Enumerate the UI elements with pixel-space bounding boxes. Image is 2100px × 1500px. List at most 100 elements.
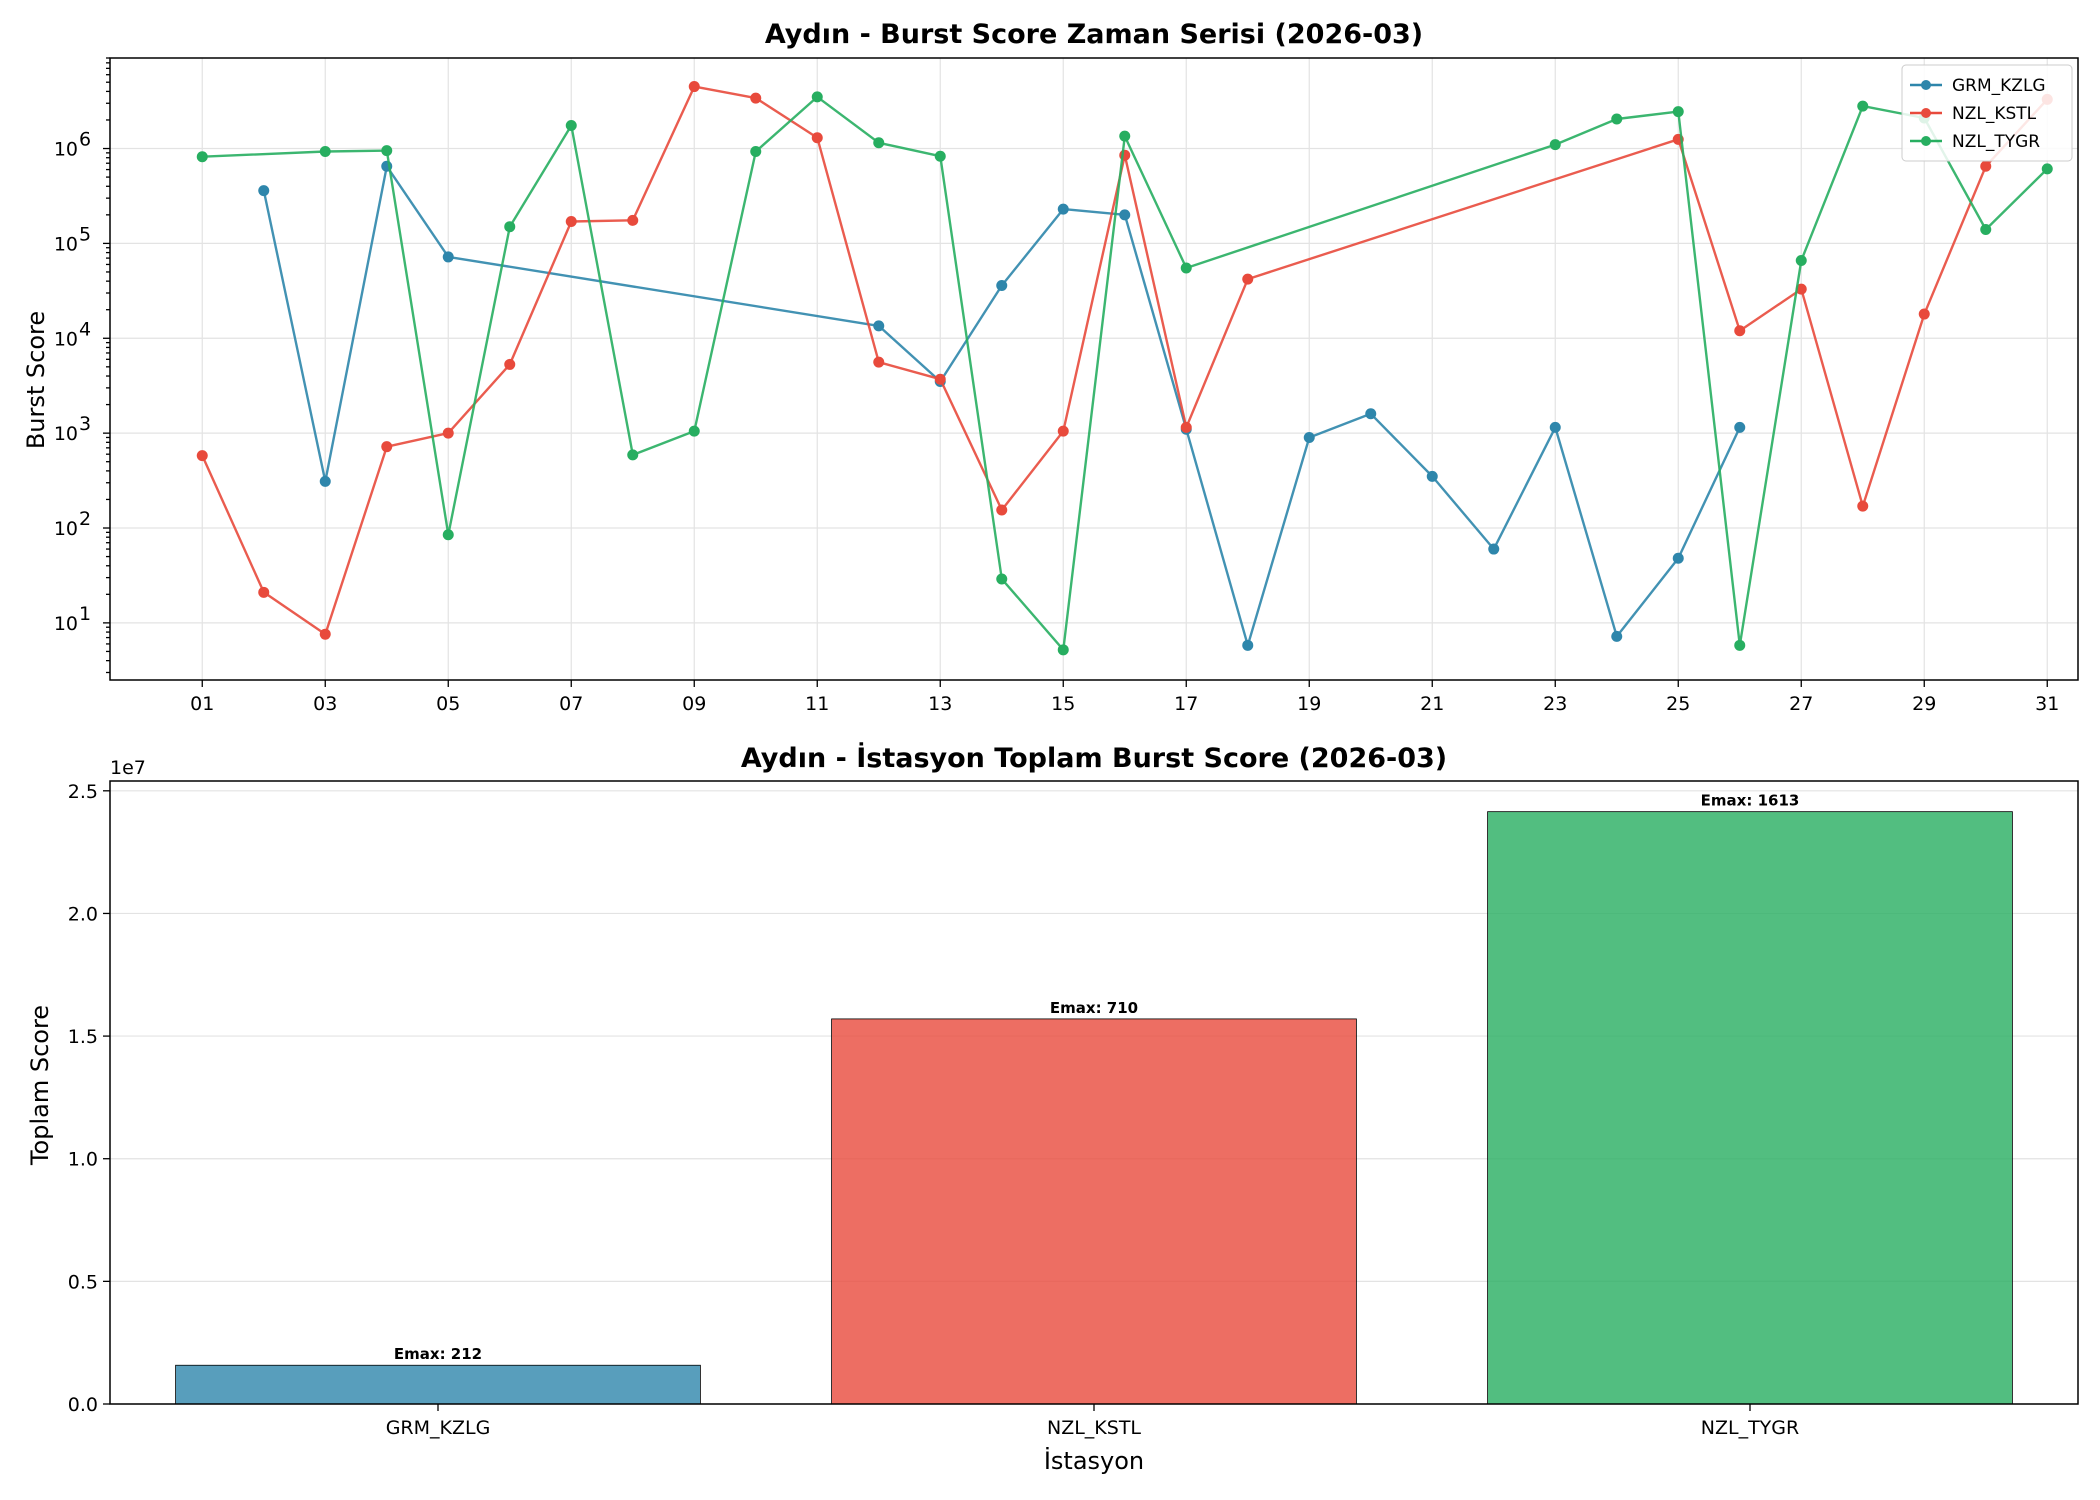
bar-chart-y-tick-label: 2.0 xyxy=(68,903,98,925)
data-point-nzl-kstl xyxy=(1857,500,1869,512)
series-line-nzl-kstl xyxy=(201,85,2049,636)
data-point-nzl-tygr xyxy=(2041,163,2053,175)
line-chart-x-tick-label: 01 xyxy=(190,693,214,715)
data-point-grm-kzlg xyxy=(996,279,1008,291)
data-point-nzl-kstl xyxy=(688,81,700,93)
line-chart-x-tick-label: 19 xyxy=(1297,693,1321,715)
data-point-nzl-tygr xyxy=(1549,139,1561,151)
line-chart-y-tick-exponent: 2 xyxy=(79,508,91,530)
data-point-grm-kzlg xyxy=(1426,470,1438,482)
bar-chart-y-tick-label: 1.5 xyxy=(68,1026,98,1048)
data-point-nzl-tygr xyxy=(996,573,1008,585)
line-chart-x-tick-label: 13 xyxy=(928,693,952,715)
line-chart-x-tick-label: 25 xyxy=(1666,693,1690,715)
legend-label: GRM_KZLG xyxy=(1952,76,2046,96)
data-point-nzl-tygr xyxy=(873,137,885,149)
data-point-grm-kzlg xyxy=(442,251,454,263)
line-chart-y-tick-exponent: 1 xyxy=(79,603,91,625)
data-point-grm-kzlg xyxy=(873,320,885,332)
line-chart: Aydın - Burst Score Zaman Serisi (2026-0… xyxy=(22,19,2079,715)
bar-chart-y-tick-label: 0.0 xyxy=(68,1394,98,1416)
legend-label: NZL_KSTL xyxy=(1952,104,2037,124)
data-point-nzl-tygr xyxy=(565,119,577,131)
bar-chart-x-tick-label: NZL_KSTL xyxy=(1047,1417,1141,1439)
data-point-nzl-tygr xyxy=(1857,100,1869,112)
line-chart-y-tick-exponent: 6 xyxy=(79,129,91,151)
bar-value-label: Emax: 710 xyxy=(1050,999,1138,1017)
data-point-nzl-tygr xyxy=(442,529,454,541)
line-chart-y-tick-exponent: 3 xyxy=(79,413,91,435)
data-point-nzl-kstl xyxy=(1980,160,1992,172)
bar-chart-y-tick-label: 1.0 xyxy=(68,1149,98,1171)
bar-chart-y-axis-label: Toplam Score xyxy=(26,1005,54,1166)
line-chart-x-tick-label: 09 xyxy=(682,693,706,715)
data-point-nzl-kstl xyxy=(1180,421,1192,433)
data-point-nzl-tygr xyxy=(1180,262,1192,274)
line-chart-legend: GRM_KZLG NZL_KSTL NZL_TYGR xyxy=(1901,64,2073,162)
line-chart-x-tick-label: 23 xyxy=(1543,693,1567,715)
bar-value-label: Emax: 1613 xyxy=(1701,792,1800,810)
bar-chart-bars: Emax: 212 Emax: 710 Emax: 1613 xyxy=(175,792,2013,1405)
data-point-nzl-kstl xyxy=(196,450,208,462)
data-point-nzl-kstl xyxy=(504,358,516,370)
legend-label: NZL_TYGR xyxy=(1952,132,2040,152)
line-chart-x-tick-label: 31 xyxy=(2035,693,2059,715)
data-point-nzl-tygr xyxy=(196,151,208,163)
data-point-grm-kzlg xyxy=(1734,421,1746,433)
bar-grm-kzlg xyxy=(175,1364,701,1405)
data-point-nzl-kstl xyxy=(996,504,1008,516)
data-point-nzl-tygr xyxy=(1734,639,1746,651)
line-chart-x-tick-label: 27 xyxy=(1789,693,1813,715)
data-point-grm-kzlg xyxy=(1365,408,1377,420)
data-point-nzl-kstl xyxy=(750,92,762,104)
line-chart-y-tick-exponent: 5 xyxy=(79,223,91,245)
data-point-grm-kzlg xyxy=(319,475,331,487)
data-point-nzl-tygr xyxy=(811,91,823,103)
data-point-grm-kzlg xyxy=(1488,543,1500,555)
line-chart-y-tick-label: 10 xyxy=(54,518,78,540)
data-point-nzl-tygr xyxy=(934,150,946,162)
bar-nzl-kstl xyxy=(831,1018,1357,1405)
data-point-nzl-kstl xyxy=(627,214,639,226)
line-chart-frame xyxy=(109,57,2079,681)
bar-chart-y-tick-label: 2.5 xyxy=(68,781,98,803)
data-point-grm-kzlg xyxy=(1611,630,1623,642)
legend-marker xyxy=(1921,136,1931,146)
line-chart-x-tick-label: 17 xyxy=(1174,693,1198,715)
line-chart-x-tick-label: 29 xyxy=(1912,693,1936,715)
line-chart-y-tick-label: 10 xyxy=(54,328,78,350)
line-chart-y-tick-label: 10 xyxy=(54,423,78,445)
data-point-nzl-kstl xyxy=(381,441,393,453)
line-chart-x-tick-label: 05 xyxy=(436,693,460,715)
legend-box xyxy=(1901,64,2073,162)
data-point-nzl-tygr xyxy=(688,425,700,437)
legend-marker xyxy=(1921,80,1931,90)
data-point-nzl-kstl xyxy=(1795,283,1807,295)
bar-nzl-tygr xyxy=(1487,811,2013,1405)
bar-chart-x-tick-label: NZL_TYGR xyxy=(1701,1417,1799,1439)
data-point-nzl-kstl xyxy=(934,373,946,385)
line-chart-x-tick-label: 07 xyxy=(559,693,583,715)
bar-chart: Aydın - İstasyon Toplam Burst Score (202… xyxy=(26,742,2079,1475)
data-point-nzl-tygr xyxy=(750,146,762,158)
bar-value-label: Emax: 212 xyxy=(394,1345,482,1363)
data-point-nzl-tygr xyxy=(1980,224,1992,236)
line-chart-y-tick-label: 10 xyxy=(54,613,78,635)
line-chart-y-tick-label: 10 xyxy=(54,139,78,161)
data-point-nzl-kstl xyxy=(319,628,331,640)
line-chart-x-tick-label: 21 xyxy=(1420,693,1444,715)
bar-chart-ticks: 0.0 0.5 1.0 1.5 2.0 2.5 GRM_KZLG NZL_KSTL NZL_TY… xyxy=(68,781,1799,1439)
data-point-nzl-tygr xyxy=(1672,106,1684,118)
data-point-nzl-tygr xyxy=(381,145,393,157)
line-chart-y-axis-label: Burst Score xyxy=(22,311,50,449)
data-point-grm-kzlg xyxy=(1303,431,1315,443)
data-point-nzl-kstl xyxy=(1242,273,1254,285)
data-point-nzl-tygr xyxy=(1119,130,1131,142)
data-point-nzl-kstl xyxy=(1918,308,1930,320)
data-point-grm-kzlg xyxy=(1242,639,1254,651)
legend-marker xyxy=(1921,108,1931,118)
data-point-nzl-tygr xyxy=(319,146,331,158)
data-point-nzl-kstl xyxy=(1734,325,1746,337)
